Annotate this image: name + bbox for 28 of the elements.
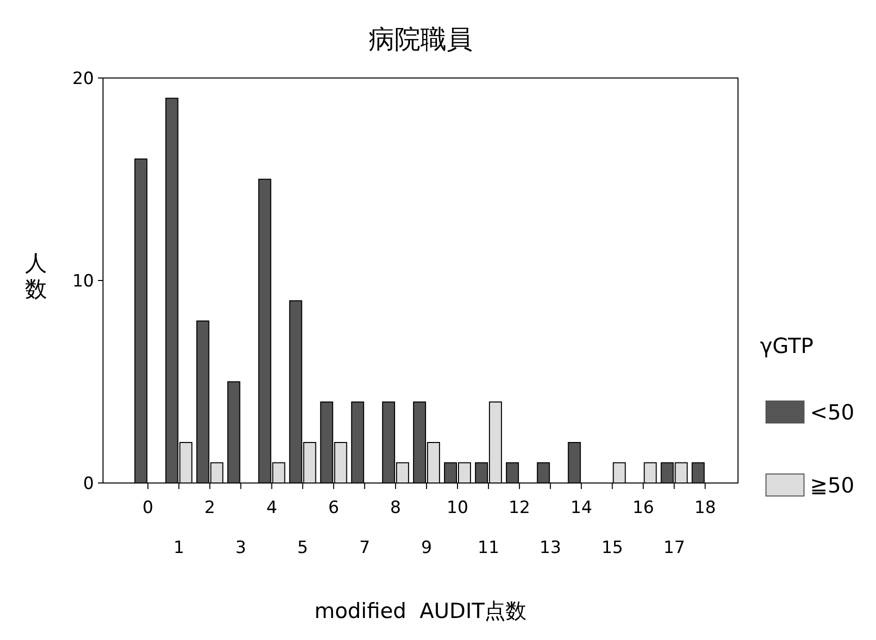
x-tick-label: 6: [328, 498, 340, 518]
x-tick-label: 14: [570, 498, 592, 518]
x-tick-label: 3: [235, 538, 246, 558]
x-tick-label: 4: [266, 498, 278, 518]
legend-title: γGTP: [760, 334, 814, 358]
x-tick-label: 5: [297, 538, 308, 558]
x-tick-label: 1: [173, 538, 184, 558]
x-tick-label: 2: [204, 498, 216, 518]
x-tick-label: 18: [694, 498, 716, 518]
x-tick-label: 9: [421, 538, 432, 558]
x-tick-label: 0: [142, 498, 154, 518]
y-tick-label: 20: [72, 68, 94, 89]
x-axis-title: modified AUDIT点数: [314, 599, 527, 623]
y-tick-label: 0: [83, 474, 94, 494]
x-tick-label: 10: [446, 498, 468, 518]
x-tick-label: 13: [540, 538, 562, 558]
x-tick-label: 17: [663, 538, 686, 558]
x-tick-label: 7: [359, 538, 370, 558]
x-tick-label: 11: [478, 538, 500, 558]
chart-title: 病院職員: [368, 25, 472, 55]
x-tick-label: 16: [632, 498, 654, 518]
x-tick-label: 15: [601, 538, 624, 558]
legend-label: <50: [810, 400, 854, 424]
x-tick-label: 12: [508, 498, 530, 518]
x-tick-label: 8: [390, 498, 401, 518]
y-axis-title: 人数: [25, 252, 47, 302]
legend-label: ≧50: [810, 473, 854, 498]
y-tick-label: 10: [72, 271, 94, 292]
